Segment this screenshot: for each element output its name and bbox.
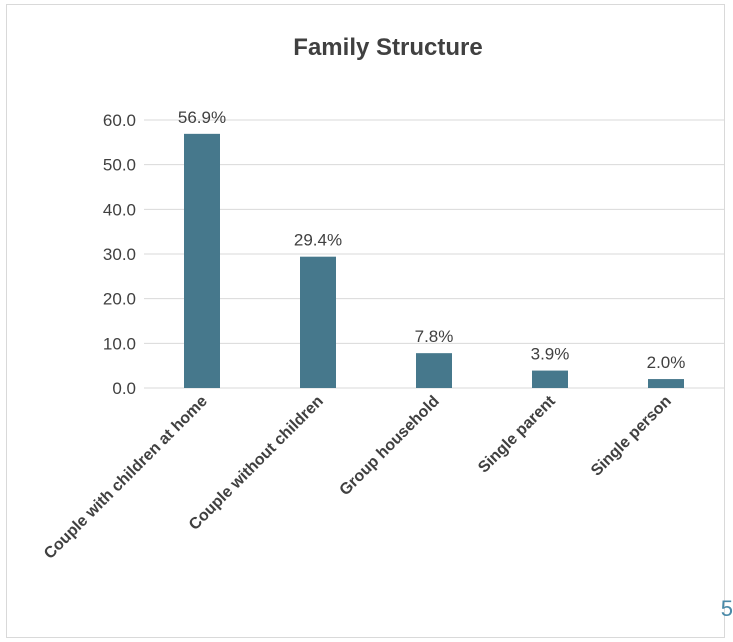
- bar: [300, 256, 336, 388]
- bar: [648, 379, 684, 388]
- data-label: 7.8%: [415, 327, 454, 346]
- bar: [416, 353, 452, 388]
- x-tick-label: Single person: [588, 393, 675, 480]
- y-tick-label: 20.0: [103, 290, 136, 309]
- x-tick-label: Single parent: [475, 392, 559, 476]
- y-tick-label: 50.0: [103, 156, 136, 175]
- data-label: 2.0%: [647, 353, 686, 372]
- chart-frame: [6, 4, 725, 638]
- chart-title: Family Structure: [293, 34, 482, 61]
- data-label: 29.4%: [294, 231, 342, 250]
- gridlines: [144, 119, 724, 389]
- x-tick-label: Couple without children: [186, 393, 327, 534]
- y-tick-label: 10.0: [103, 334, 136, 353]
- data-label: 56.9%: [178, 108, 226, 127]
- y-tick-label: 30.0: [103, 245, 136, 264]
- bar: [184, 133, 220, 388]
- y-tick-label: 0.0: [112, 379, 136, 398]
- data-labels: 56.9% 29.4% 7.8% 3.9% 2.0%: [178, 108, 685, 372]
- bars: [184, 133, 684, 388]
- x-tick-label: Group household: [337, 393, 443, 499]
- y-tick-label: 60.0: [103, 111, 136, 130]
- x-tick-label: Couple with children at home: [41, 393, 211, 563]
- corner-glyph: 5: [720, 596, 733, 621]
- data-label: 3.9%: [531, 345, 570, 364]
- y-tick-label: 40.0: [103, 200, 136, 219]
- bar: [532, 370, 568, 388]
- y-axis-ticks: 0.0 10.0 20.0 30.0 40.0 50.0 60.0: [103, 111, 136, 398]
